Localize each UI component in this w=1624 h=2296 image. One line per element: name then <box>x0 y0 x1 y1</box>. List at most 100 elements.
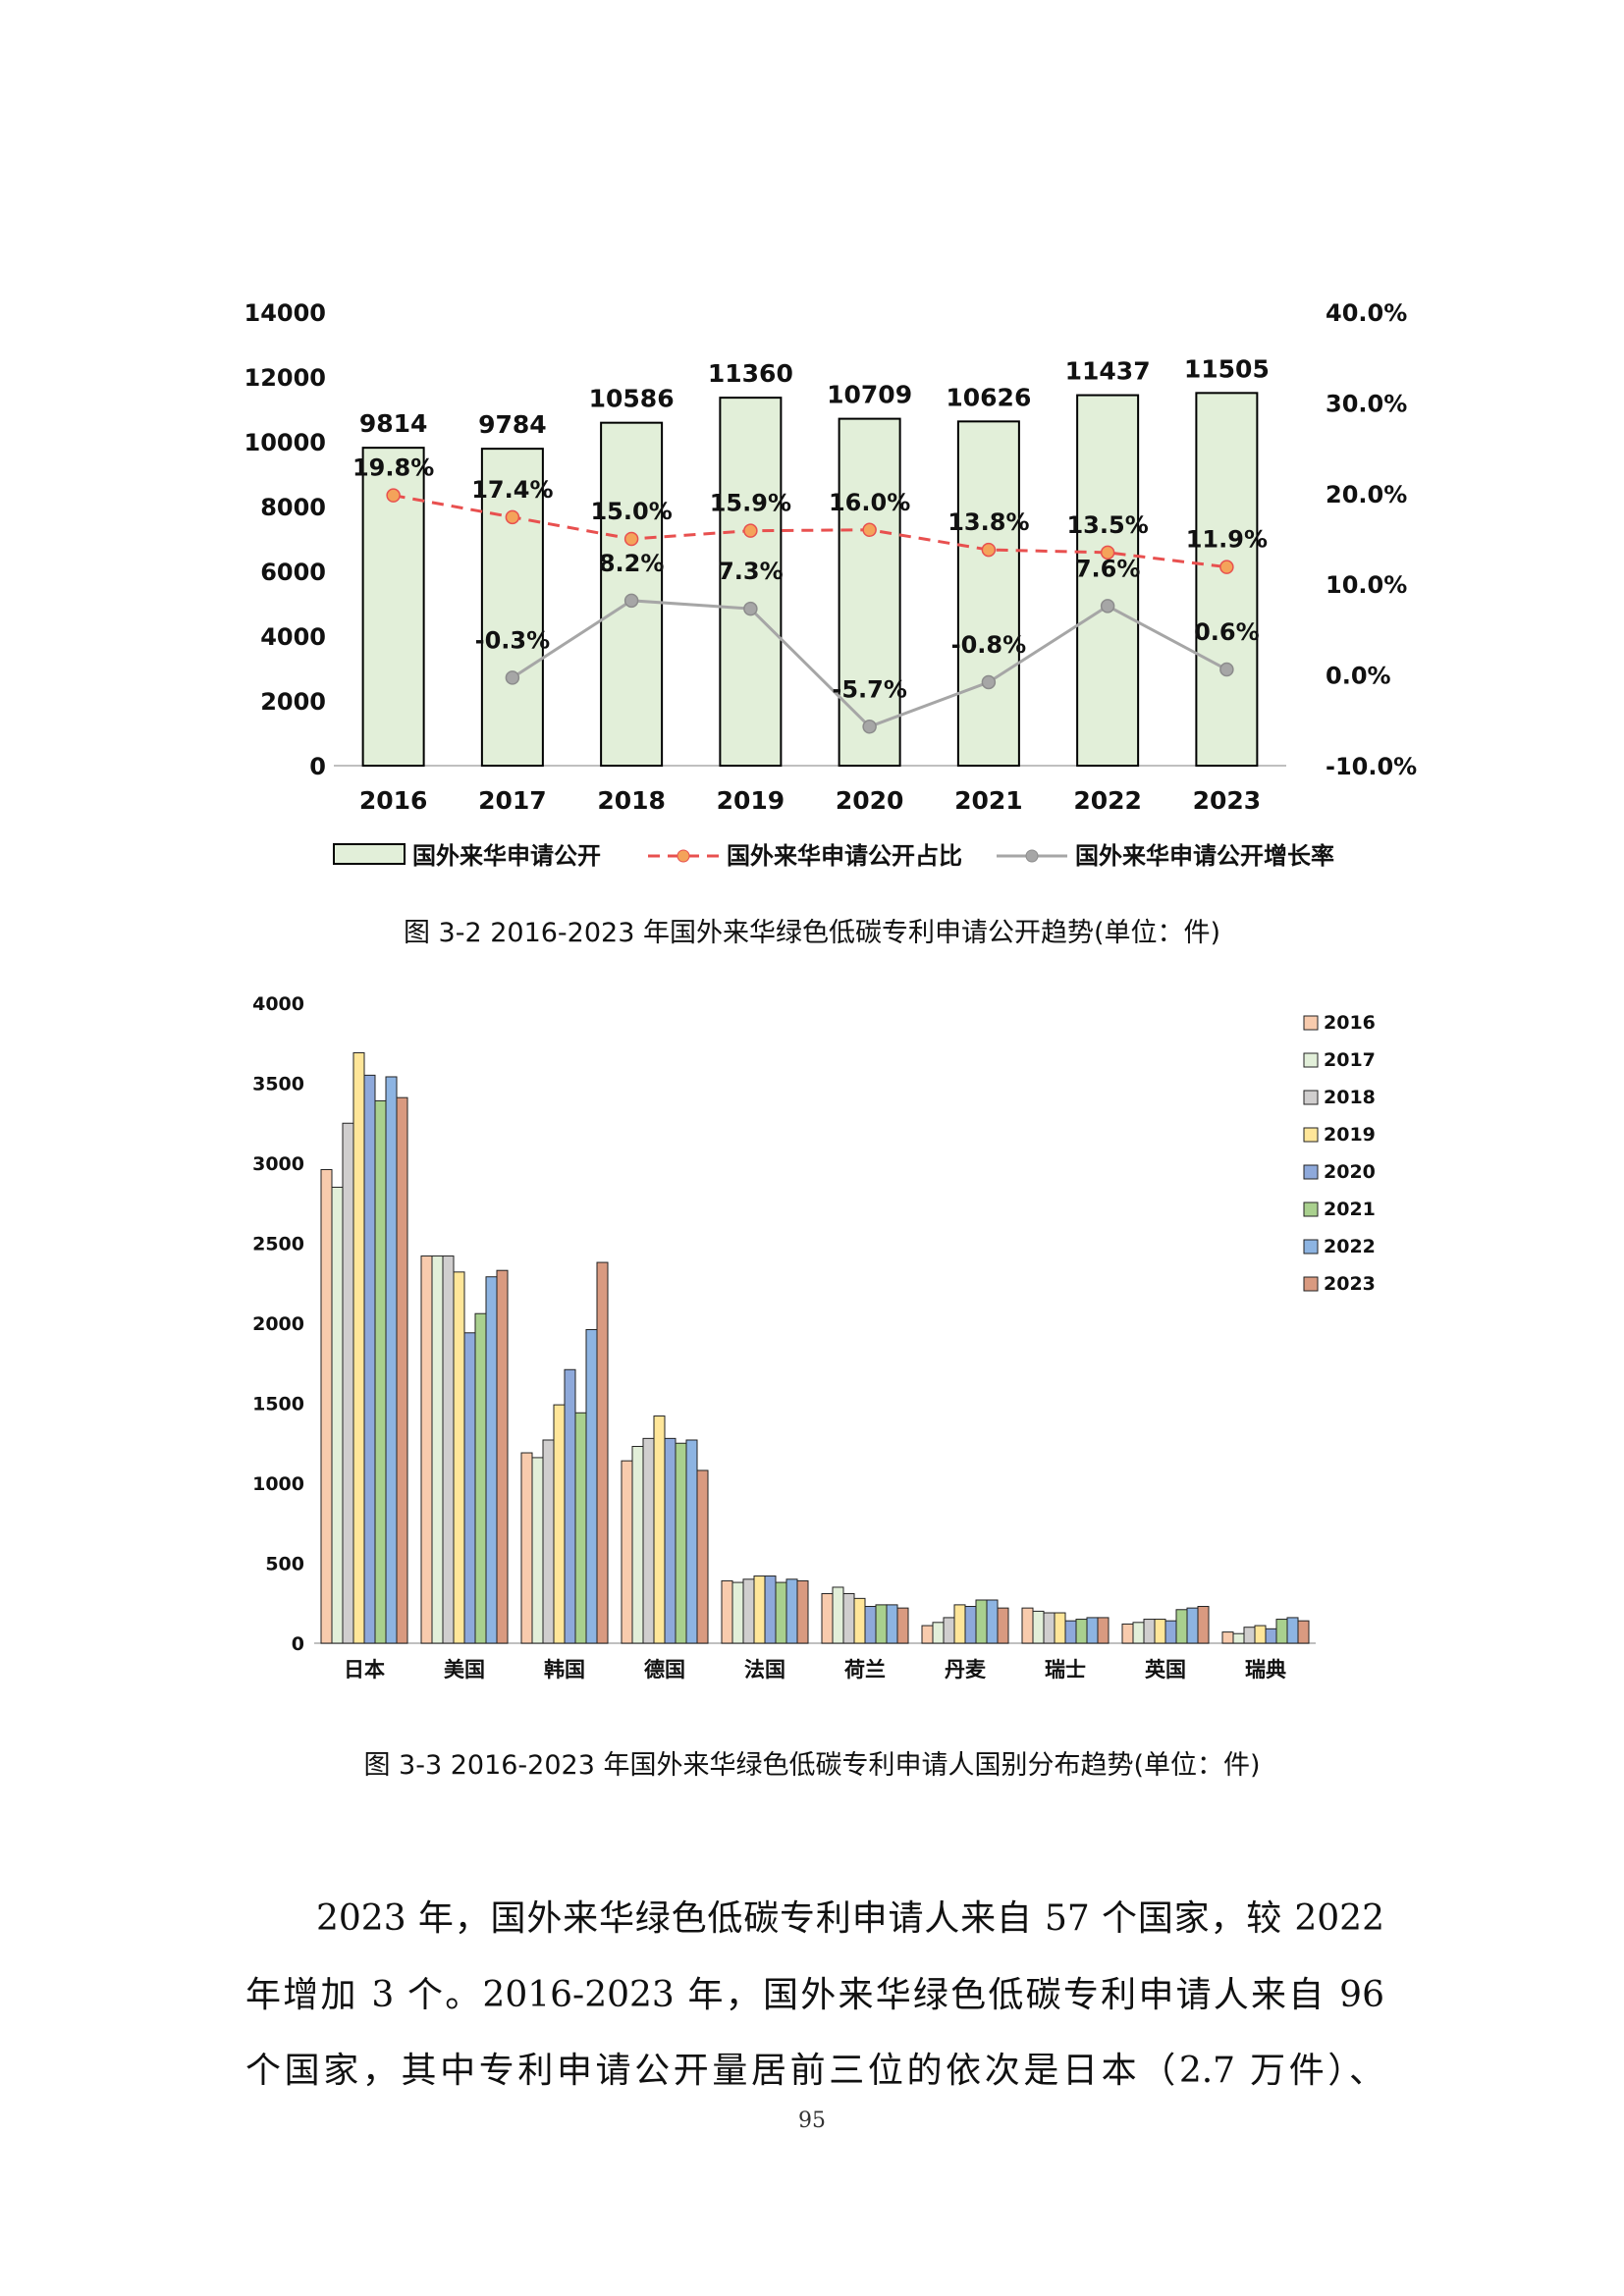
share-data-label: 15.9% <box>710 490 791 517</box>
bar <box>1286 1617 1299 1644</box>
growth-point <box>1219 662 1234 677</box>
bar <box>997 1607 1009 1644</box>
y-left-tick-label: 2000 <box>260 688 326 716</box>
bar <box>1064 1620 1077 1644</box>
y-left-tick-label: 12000 <box>244 364 327 392</box>
legend-label: 2023 <box>1324 1273 1376 1295</box>
chart-applications-trend: 0 2000 4000 6000 8000 10000 12000 14000 -10.0% 0.… <box>244 299 1418 870</box>
bar <box>1197 1606 1210 1644</box>
bar <box>1265 1628 1277 1644</box>
bar <box>864 1606 877 1644</box>
paragraph-line-3: 个国家，其中专利申请公开量居前三位的依次是日本（2.7 万件）、 <box>245 2051 1384 2091</box>
bar <box>396 1096 408 1644</box>
bar <box>453 1271 465 1644</box>
share-point <box>862 522 877 538</box>
bar <box>696 1469 709 1644</box>
bar <box>320 1169 333 1644</box>
bar <box>463 1332 476 1644</box>
x-tick-label: 2022 <box>1073 786 1142 815</box>
bar <box>896 1607 909 1644</box>
x-tick-label: 德国 <box>644 1658 685 1682</box>
bar <box>1221 1631 1234 1644</box>
x-tick-label: 法国 <box>744 1658 785 1682</box>
growth-data-label: -0.3% <box>475 626 551 654</box>
y-left-tick-label: 10000 <box>244 429 327 456</box>
growth-data-label: 7.6% <box>1075 555 1141 582</box>
x-tick-label: 荷兰 <box>844 1658 886 1682</box>
bar-data-label: 10586 <box>589 385 675 413</box>
share-data-label: 13.8% <box>947 508 1029 536</box>
legend-swatch <box>1303 1015 1319 1031</box>
bar <box>1186 1607 1199 1644</box>
y-tick-label: 2000 <box>252 1313 304 1335</box>
legend-swatch <box>1303 1276 1319 1292</box>
legend-label: 2018 <box>1324 1087 1376 1108</box>
bar <box>1054 1612 1066 1644</box>
growth-point <box>862 720 877 734</box>
bar <box>675 1442 687 1644</box>
bar <box>553 1404 566 1644</box>
share-point <box>743 523 758 538</box>
legend-label: 2019 <box>1324 1124 1376 1146</box>
bar <box>753 1575 766 1644</box>
x-tick-label: 瑞士 <box>1045 1658 1086 1682</box>
share-point <box>386 488 401 503</box>
x-tick-label: 2019 <box>717 786 785 815</box>
bar-data-label: 9784 <box>478 410 547 439</box>
y-right-tick-label: -10.0% <box>1326 753 1417 780</box>
x-tick-label: 2017 <box>478 786 547 815</box>
bar-data-label: 11437 <box>1065 357 1151 386</box>
bar <box>631 1446 644 1644</box>
bar <box>842 1592 855 1644</box>
y-tick-label: 2500 <box>252 1234 304 1255</box>
bar <box>921 1625 934 1644</box>
bar <box>474 1312 487 1644</box>
x-tick-label: 美国 <box>444 1658 485 1682</box>
bar <box>420 1255 433 1644</box>
bar <box>1232 1632 1245 1644</box>
legend-swatch-bars <box>333 843 406 865</box>
y-left-tick-label: 4000 <box>260 623 326 651</box>
bar <box>352 1052 365 1644</box>
legend-label: 国外来华申请公开 <box>412 842 601 870</box>
growth-data-label: -0.8% <box>951 631 1027 659</box>
y-left-tick-label: 6000 <box>260 559 326 586</box>
bar <box>1143 1619 1156 1644</box>
bar <box>342 1122 354 1644</box>
growth-point <box>743 601 758 616</box>
legend-label: 国外来华申请公开占比 <box>727 842 962 870</box>
bar <box>785 1578 798 1644</box>
chart-1-caption: 图 3-2 2016-2023 年国外来华绿色低碳专利申请公开趋势(单位：件) <box>403 918 1221 948</box>
share-point <box>1100 545 1115 561</box>
bar <box>956 420 1020 767</box>
share-data-label: 15.0% <box>590 498 672 525</box>
x-tick-label: 2020 <box>836 786 904 815</box>
bar <box>1121 1623 1134 1644</box>
bar <box>653 1415 666 1644</box>
legend: 2016 2017 2018 2019 2020 2021 2022 2023 <box>1303 1012 1376 1295</box>
chart-country-distribution: 0 500 1000 1500 2000 2500 3000 3500 4000 日本 美国 韩国 德国… <box>252 993 1376 1682</box>
share-point <box>981 542 997 558</box>
share-line <box>393 494 1227 569</box>
y-tick-label: 500 <box>265 1554 304 1575</box>
bar <box>821 1592 834 1644</box>
legend-label: 2021 <box>1324 1199 1376 1220</box>
growth-point <box>505 670 520 685</box>
y-right-tick-label: 30.0% <box>1326 390 1407 417</box>
bar <box>721 1579 733 1644</box>
x-tick-label: 2016 <box>359 786 428 815</box>
growth-data-label: 0.6% <box>1194 618 1260 646</box>
bar <box>531 1457 544 1644</box>
y-tick-label: 1000 <box>252 1473 304 1495</box>
bar <box>585 1329 598 1644</box>
bar <box>838 417 901 767</box>
paragraph-line-2: 年增加 3 个。2016-2023 年，国外来华绿色低碳专利申请人来自 96 <box>245 1975 1384 2015</box>
bar <box>520 1452 533 1644</box>
bar <box>986 1599 999 1644</box>
legend-swatch <box>1303 1052 1319 1068</box>
bar <box>496 1269 509 1644</box>
legend-label: 2020 <box>1324 1161 1376 1183</box>
bar <box>875 1604 888 1644</box>
x-tick-label: 丹麦 <box>945 1658 987 1682</box>
bar <box>796 1579 809 1644</box>
